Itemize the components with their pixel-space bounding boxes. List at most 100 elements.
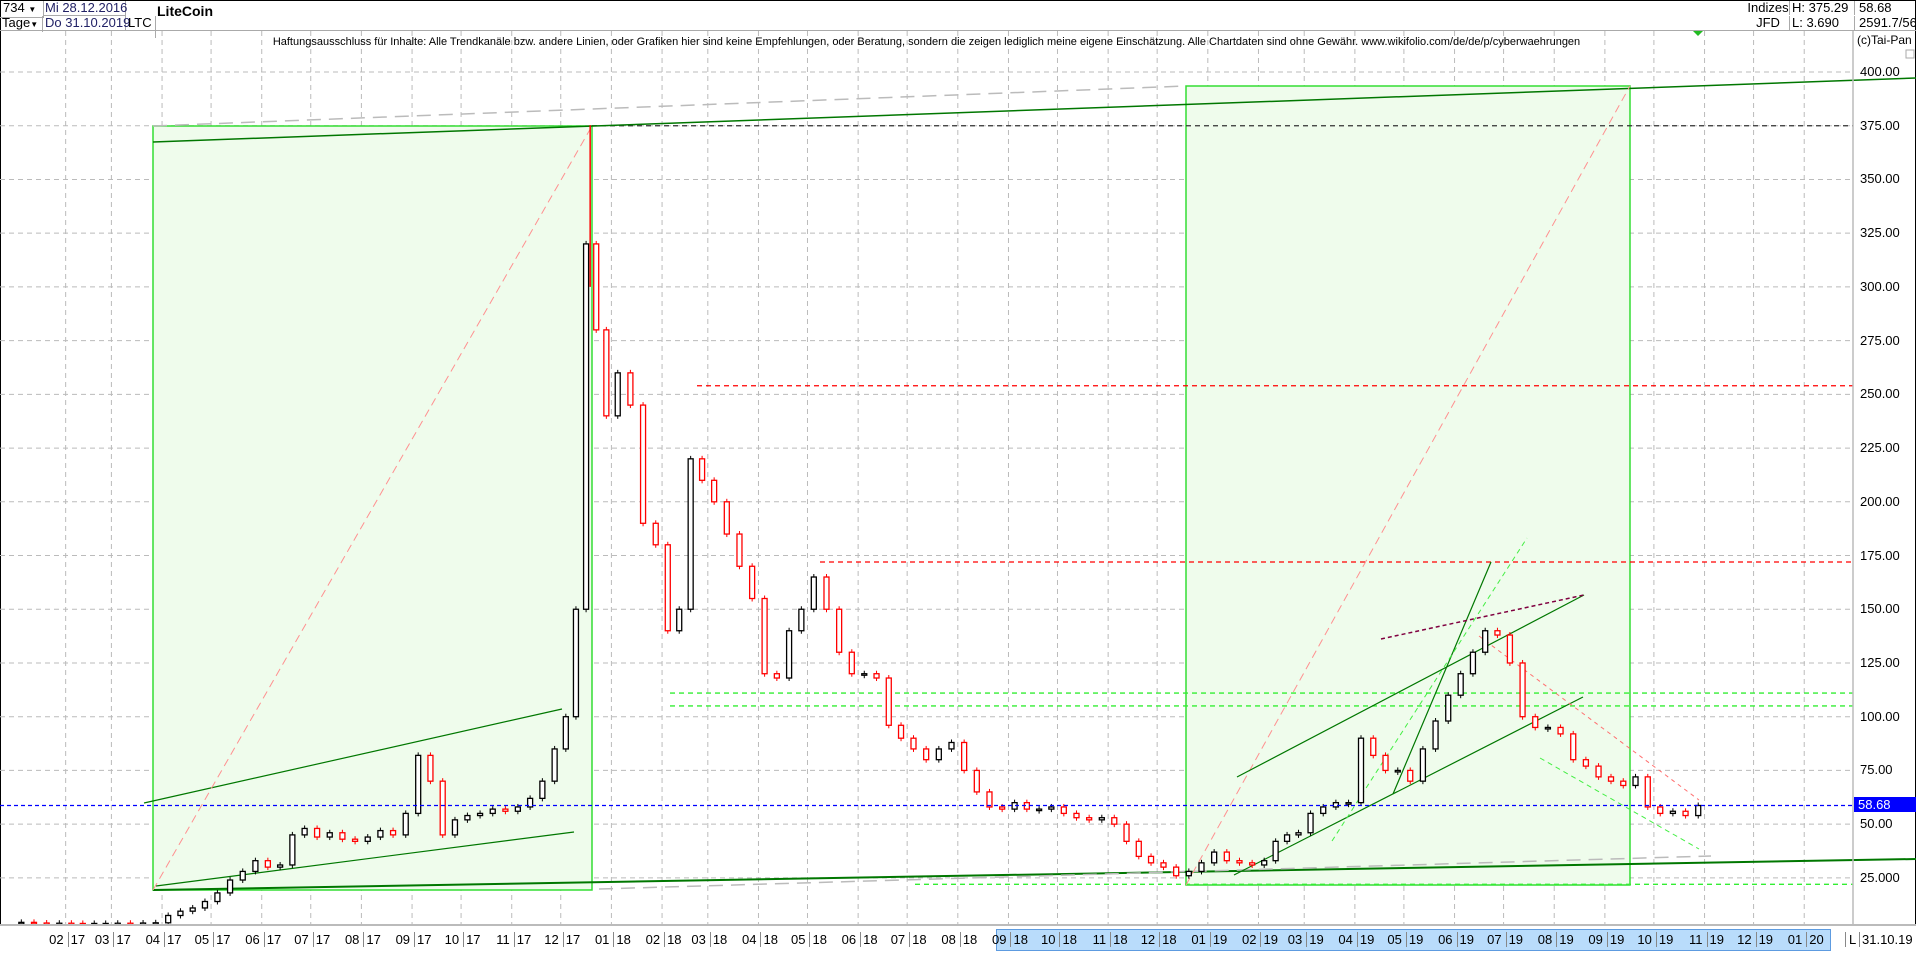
candle (1457, 673, 1464, 696)
x-axis[interactable]: 02 17 03 17 04 17 05 17 06 17 07 17 08 17 09 17 10 17 11 17… (0, 924, 1916, 953)
disclaimer-text: Haftungsausschluss für Inhalte: Alle Tre… (272, 36, 1581, 48)
trend-line-2019-steep (1392, 561, 1492, 795)
candle (761, 597, 768, 675)
visible-range-highlight[interactable] (996, 929, 1831, 951)
y-tick-label: 225.00 (1860, 440, 1900, 456)
candle (415, 754, 422, 815)
symbol-label: LTC (126, 16, 156, 38)
trend-channel-2019-lower (1233, 696, 1584, 876)
candle (1482, 630, 1489, 653)
candle (1669, 810, 1677, 815)
candle (1632, 776, 1639, 787)
candle (1060, 806, 1067, 815)
period-label: Tage (2, 15, 31, 30)
candle (389, 829, 397, 836)
candle (861, 673, 868, 676)
candle (1307, 812, 1314, 834)
y-tick-label: 175.00 (1860, 547, 1900, 563)
last-value: 58.68 (1859, 0, 1892, 15)
candle (226, 879, 234, 894)
candle (897, 724, 905, 739)
trend-channel-2017-lower (155, 831, 575, 887)
candle (402, 812, 409, 836)
current-date-marker-icon (1693, 31, 1703, 36)
candle (239, 870, 246, 881)
y-tick-label: 350.00 (1860, 171, 1900, 187)
candle (1086, 817, 1093, 821)
candle (948, 741, 955, 750)
candle (639, 404, 647, 524)
candle (1185, 870, 1192, 877)
candle (289, 834, 296, 866)
candle (1557, 726, 1564, 735)
collapse-icon[interactable] (1905, 49, 1915, 59)
candle (810, 576, 817, 610)
candle (785, 630, 793, 679)
candle (1657, 806, 1664, 815)
candle (935, 748, 942, 761)
candle (1261, 860, 1268, 866)
candle (1407, 769, 1414, 782)
candle (1357, 737, 1365, 804)
y-tick-label: 100.00 (1860, 708, 1900, 724)
candle (377, 829, 384, 838)
candle (593, 243, 600, 331)
trend-line-lower-long (152, 858, 1916, 891)
period-dropdown[interactable]: Tage▼ (0, 16, 43, 32)
candle (873, 673, 880, 679)
candle (1295, 832, 1302, 836)
candle (476, 812, 484, 817)
candle (1098, 817, 1105, 821)
candle (1607, 776, 1615, 782)
candle (1223, 851, 1230, 862)
trend-lines (143, 77, 1916, 891)
candle (960, 741, 968, 772)
candle (973, 769, 980, 793)
bars-count-dropdown[interactable]: 734 ▼ (0, 1, 44, 18)
candle (1432, 720, 1439, 750)
candle (1445, 694, 1452, 722)
candle (1048, 806, 1055, 810)
date-to[interactable]: Do 31.10.2019 (45, 15, 131, 30)
y-tick-label: 50.00 (1860, 816, 1893, 832)
candle (1370, 737, 1377, 757)
candle (1345, 802, 1352, 805)
candle (514, 806, 522, 812)
group-label: Indizes (1747, 0, 1790, 15)
y-tick-label: 325.00 (1860, 225, 1900, 241)
candles (18, 125, 1702, 928)
candle (676, 608, 683, 632)
bars-count: 734 (3, 0, 25, 15)
candle (1382, 754, 1389, 772)
candle (910, 737, 917, 750)
candle (502, 808, 509, 812)
candle (1160, 862, 1167, 868)
candle (986, 791, 993, 808)
axis-mode-label[interactable]: L (1845, 932, 1861, 947)
candle (264, 860, 272, 868)
candle (451, 819, 459, 836)
candle (664, 544, 671, 632)
end-date-label: 31.10.19 (1862, 932, 1913, 947)
candle (998, 806, 1006, 810)
candle (1073, 812, 1080, 819)
y-tick-label: 275.00 (1860, 332, 1900, 348)
candle (562, 716, 569, 750)
trend-channel-2017-upper (143, 708, 563, 804)
candle (823, 576, 830, 610)
candle (1506, 634, 1514, 664)
candle (364, 836, 371, 842)
y-tick-label: 75.00 (1860, 762, 1893, 778)
candle (723, 501, 730, 535)
date-from[interactable]: Mi 28.12.2016 (43, 0, 128, 16)
candle (1620, 780, 1627, 787)
candle (1469, 651, 1477, 675)
low-value: L: 3.690 (1792, 16, 1855, 30)
candle (736, 533, 743, 567)
candle (301, 827, 308, 836)
candle (652, 522, 659, 546)
candle (18, 921, 25, 925)
candle (1332, 802, 1340, 808)
candle (276, 864, 284, 868)
